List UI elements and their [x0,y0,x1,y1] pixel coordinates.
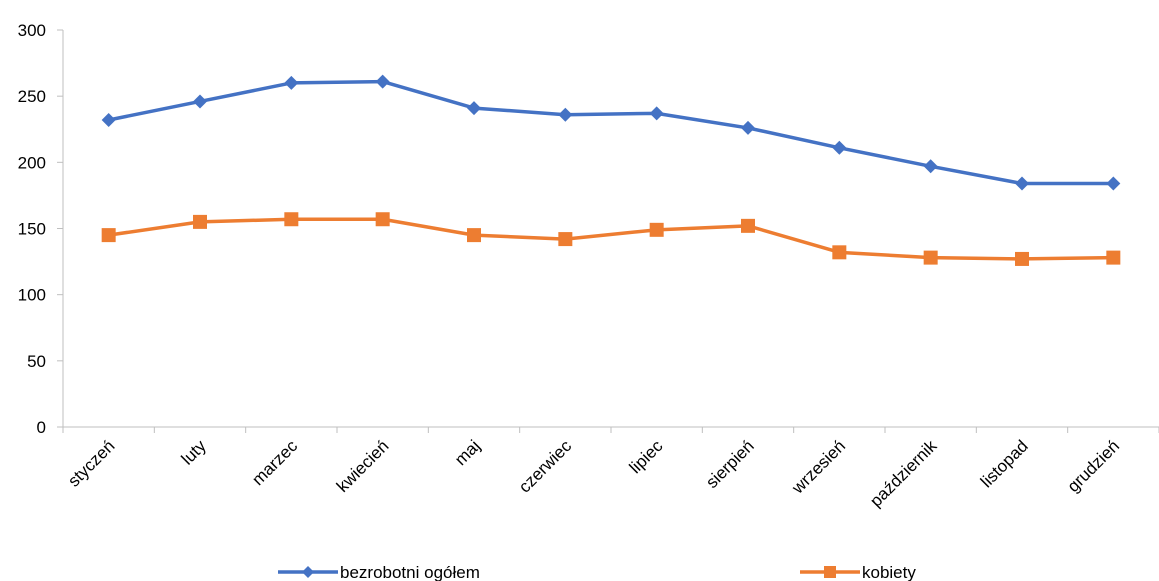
y-tick-label: 250 [18,87,46,106]
x-tick-label: maj [451,436,484,469]
y-tick-label: 0 [37,418,46,437]
x-tick-label: czerwiec [515,436,576,497]
data-point [1015,176,1029,191]
y-tick-label: 200 [18,153,46,172]
data-point [193,94,207,109]
legend-marker [302,566,314,578]
y-axis: 0 50 100 150 200 250 300 [18,21,64,437]
x-tick-label: kwiecień [333,436,393,496]
series-line [108,79,1114,186]
data-point [101,228,116,243]
data-point [558,107,573,122]
x-tick-label: styczeń [64,436,118,490]
data-point [832,245,847,260]
data-point [193,214,207,229]
data-point [375,212,390,227]
x-axis: styczeń luty marzec kwiecień maj czerwiec lipi… [62,426,1159,511]
data-point [832,140,847,155]
x-tick-label: wrzesień [788,436,850,498]
series-line [108,217,1114,261]
x-tick-label: lipiec [626,436,667,477]
series-2 [101,212,1121,266]
x-tick-label: marzec [248,436,301,489]
series-1 [101,74,1121,191]
data-point [467,101,481,116]
data-point [558,232,573,247]
data-point [1106,250,1121,265]
y-tick-label: 150 [18,220,46,239]
data-point [741,120,755,135]
series-layer [101,74,1121,266]
data-point [284,212,299,227]
legend-label: kobiety [862,563,916,581]
x-tick-label: sierpień [702,436,758,492]
data-point [467,228,481,243]
legend-marker [824,566,836,578]
data-point [923,159,938,174]
data-point [375,74,390,89]
legend: bezrobotni ogółem kobiety [278,563,916,581]
data-point [649,222,664,237]
legend-item: kobiety [800,563,916,581]
legend-item: bezrobotni ogółem [278,563,480,581]
data-point [101,112,116,127]
x-tick-label: październik [866,436,941,511]
y-tick-label: 300 [18,21,46,40]
data-point [741,218,755,233]
data-point [1106,176,1121,191]
legend-label: bezrobotni ogółem [340,563,480,581]
data-point [649,106,664,121]
x-tick-label: grudzień [1064,436,1124,496]
data-point [923,250,938,265]
x-tick-label: luty [178,436,210,468]
y-tick-label: 100 [18,286,46,305]
y-tick-label: 50 [27,352,46,371]
x-tick-label: listopad [977,436,1032,491]
data-point [284,75,299,90]
data-point [1015,251,1029,266]
